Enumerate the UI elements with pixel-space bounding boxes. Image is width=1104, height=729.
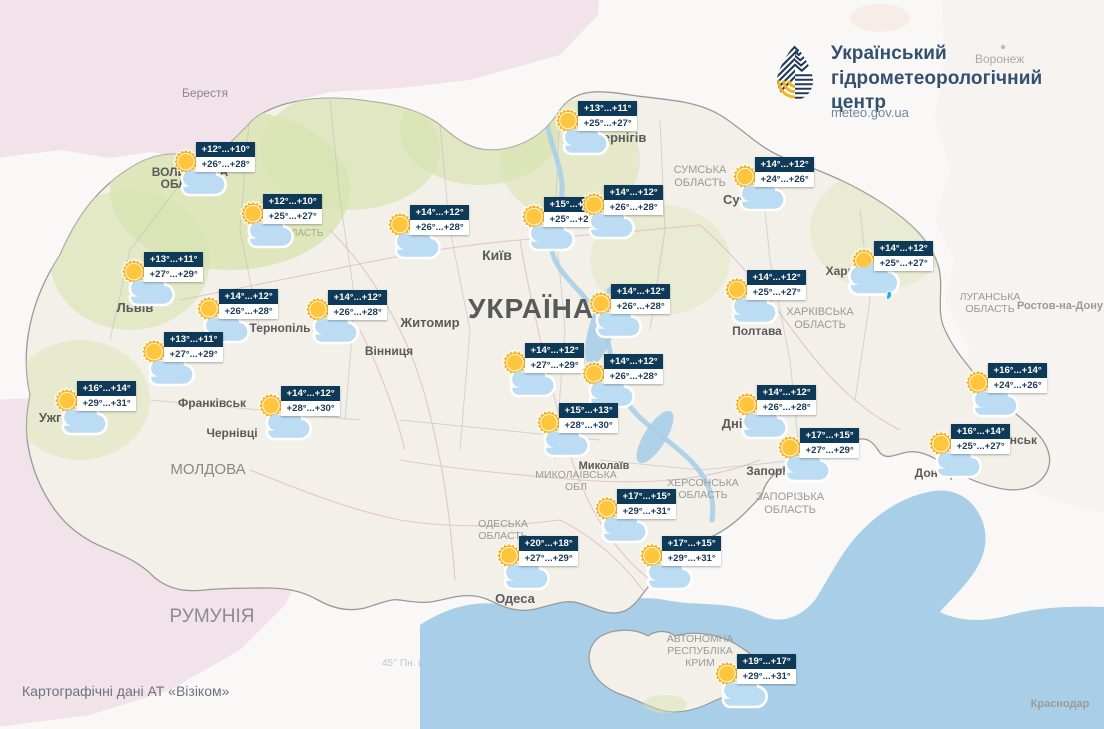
svg-text:Франківськ: Франківськ	[178, 396, 247, 410]
svg-text:ЛУГАНСЬКА: ЛУГАНСЬКА	[960, 291, 1021, 303]
svg-text:ОБЛАСТЬ: ОБЛАСТЬ	[674, 177, 726, 189]
svg-text:Краснодар: Краснодар	[1031, 698, 1090, 710]
svg-text:Одеса: Одеса	[495, 591, 535, 606]
svg-text:МОЛДОВА: МОЛДОВА	[170, 461, 245, 478]
svg-text:Київ: Київ	[482, 247, 512, 263]
svg-text:Полтава: Полтава	[732, 324, 782, 338]
svg-text:ОБЛАСТЬ: ОБЛАСТЬ	[794, 319, 846, 331]
svg-text:ОБЛАСТЬ: ОБЛАСТЬ	[678, 489, 727, 501]
svg-text:ОБЛАСТЬ: ОБЛАСТЬ	[965, 303, 1014, 315]
svg-text:ОБЛ: ОБЛ	[565, 481, 587, 493]
svg-text:ЗАПОРІЗЬКА: ЗАПОРІЗЬКА	[756, 491, 825, 503]
svg-text:СУМСЬКА: СУМСЬКА	[674, 164, 727, 176]
svg-text:ХАРКІВСЬКА: ХАРКІВСЬКА	[786, 306, 854, 318]
svg-text:ОБЛАСТЬ: ОБЛАСТЬ	[764, 504, 816, 516]
svg-text:Ростов-на-Дону: Ростов-на-Дону	[1017, 300, 1104, 312]
svg-text:ХЕРСОНСЬКА: ХЕРСОНСЬКА	[667, 477, 739, 489]
svg-text:АВТОНОМНА: АВТОНОМНА	[667, 633, 734, 645]
svg-text:Житомир: Житомир	[399, 315, 459, 330]
svg-text:Вінниця: Вінниця	[365, 344, 413, 358]
svg-text:Миколаїв: Миколаїв	[579, 460, 630, 472]
svg-text:Берестя: Берестя	[182, 86, 228, 100]
svg-text:РУМУНІЯ: РУМУНІЯ	[170, 606, 255, 627]
svg-text:ОДЕСЬКА: ОДЕСЬКА	[478, 518, 528, 530]
